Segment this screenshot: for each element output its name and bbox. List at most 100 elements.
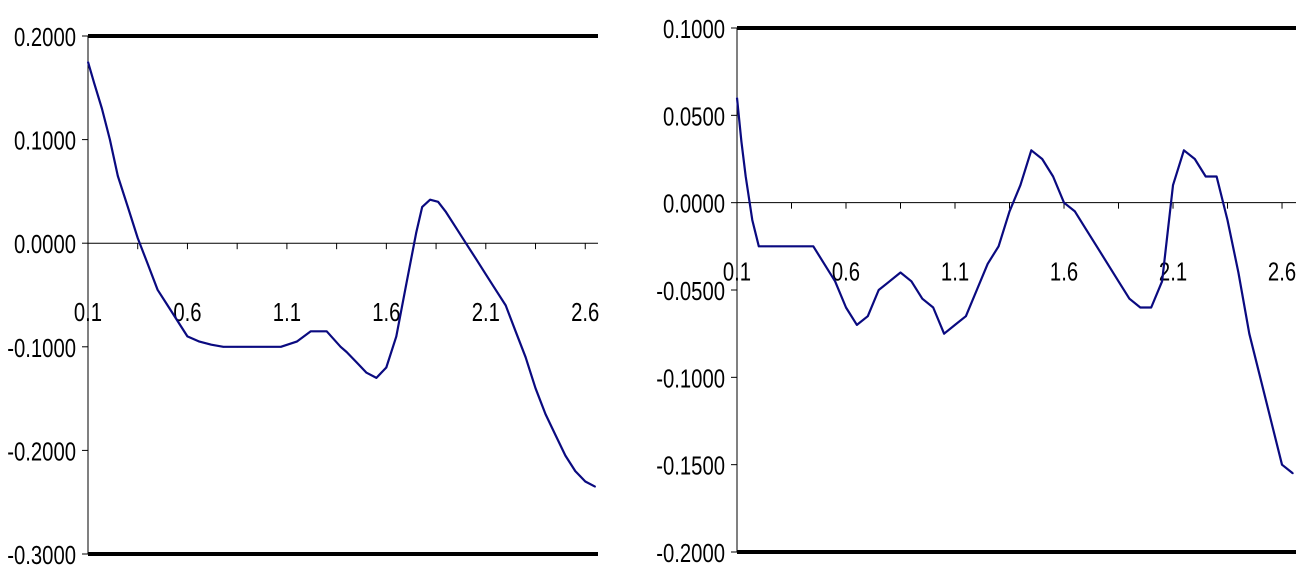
right-data-point (932, 306, 934, 309)
right-data-point (834, 280, 836, 283)
right-data-point (997, 245, 1000, 248)
left-data-point (109, 138, 111, 141)
left-data-point (296, 340, 298, 343)
right-data-point (740, 140, 743, 143)
right-data-point (1085, 228, 1087, 230)
left-data-point (504, 304, 507, 307)
right-y-tick-label: 0.0000 (663, 189, 725, 218)
left-data-point (93, 81, 95, 84)
right-data-point (1270, 420, 1272, 422)
left-data-point (465, 242, 467, 244)
right-x-tick-label: 0.6 (832, 257, 860, 286)
right-data-point (1281, 463, 1283, 466)
left-data-point (146, 263, 149, 265)
right-data-point (877, 289, 880, 291)
left-data-point (210, 343, 213, 346)
left-data-point (564, 454, 567, 457)
right-data-point (943, 332, 945, 335)
right-data-point (1041, 158, 1043, 160)
right-data-point (790, 245, 793, 248)
left-y-tick-label: -0.1000 (7, 333, 76, 362)
left-data-point (494, 289, 497, 291)
left-data-point (514, 330, 517, 333)
right-data-point (867, 315, 869, 318)
left-series-line (86, 61, 596, 488)
left-data-point (117, 175, 119, 177)
right-data-point (1292, 472, 1294, 475)
left-data-point (355, 361, 358, 364)
right-data-point (1139, 306, 1142, 309)
right-data-point (823, 263, 825, 265)
left-data-point (584, 480, 587, 483)
left-data-point (198, 340, 201, 343)
right-y-tick-label: -0.0500 (656, 277, 725, 306)
left-y-tick-label: 0.1000 (14, 126, 76, 155)
right-data-point (1161, 280, 1163, 283)
right-data-point (771, 245, 773, 248)
right-data-point (976, 289, 978, 291)
left-data-point (421, 206, 424, 208)
right-data-point (1052, 175, 1054, 178)
right-data-point (899, 271, 902, 274)
left-data-point (594, 485, 596, 488)
right-data-point (910, 280, 913, 283)
left-data-point (136, 237, 139, 239)
right-data-point (965, 315, 967, 318)
left-data-point (524, 356, 527, 359)
left-data-point (310, 330, 312, 333)
right-data-point (1008, 210, 1011, 213)
right-data-point (1215, 175, 1218, 178)
right-data-point (1106, 263, 1109, 265)
right-data-point (1194, 158, 1196, 160)
left-y-tick-label: -0.3000 (7, 541, 76, 570)
left-data-point (176, 320, 179, 322)
right-data-point (1248, 332, 1251, 335)
left-data-point (186, 335, 189, 338)
left-data-point (127, 206, 129, 208)
left-x-tick-label: 1.6 (372, 298, 400, 327)
left-x-tick-label: 1.1 (273, 298, 301, 327)
right-data-point (801, 245, 804, 248)
left-data-point (385, 366, 388, 369)
right-y-tick-label: 0.0500 (663, 102, 725, 131)
left-data-point (429, 198, 431, 201)
left-data-point (375, 377, 378, 379)
right-data-point (779, 245, 782, 248)
left-data-point (345, 351, 348, 353)
left-y-tick-label: 0.2000 (14, 23, 76, 52)
right-data-point (921, 297, 924, 300)
left-data-point (415, 232, 418, 234)
right-data-point (1226, 219, 1229, 221)
left-data-point (101, 107, 103, 110)
right-data-point (856, 324, 858, 326)
right-data-point (1074, 210, 1076, 213)
left-data-point (339, 346, 342, 348)
left-x-tick-label: 2.1 (472, 298, 500, 327)
right-x-tick-label: 2.6 (1268, 257, 1296, 286)
left-x-tick-label: 2.6 (571, 298, 599, 327)
right-data-point (1019, 184, 1022, 186)
left-data-point (437, 201, 439, 203)
right-y-tick-label: 0.1000 (663, 15, 725, 44)
left-data-point (280, 346, 282, 348)
right-data-point (1095, 245, 1098, 248)
right-data-point (1030, 149, 1033, 152)
left-data-point (325, 330, 328, 333)
right-data-point (1128, 297, 1131, 300)
left-data-point (544, 413, 547, 415)
right-data-point (1150, 306, 1152, 309)
right-series-line (735, 97, 1294, 475)
left-data-point (485, 273, 487, 276)
right-data-point (1117, 280, 1120, 283)
right-data-point (1063, 201, 1065, 204)
right-y-tick-label: -0.1500 (656, 451, 725, 480)
right-data-point (736, 97, 738, 99)
left-chart: 0.2000 0.1000 0.0000 -0.1000 -0.2000 -0.3000 0… (7, 23, 599, 570)
left-y-tick-label: -0.2000 (7, 437, 76, 466)
left-data-point (365, 371, 368, 374)
left-y-tick-label: 0.0000 (14, 230, 76, 259)
left-data-point (405, 283, 408, 286)
right-data-point (764, 245, 767, 248)
